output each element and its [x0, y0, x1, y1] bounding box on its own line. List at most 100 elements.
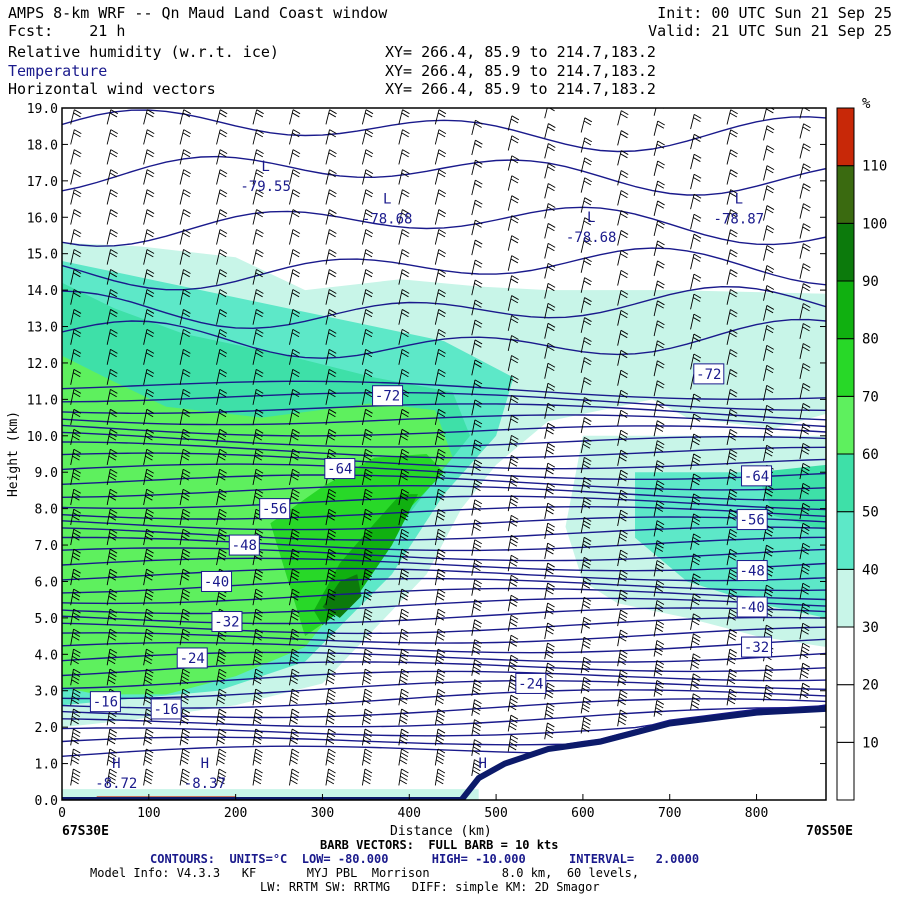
wind-barb-flag	[619, 496, 627, 502]
wind-barb-flag	[693, 173, 702, 179]
wind-barb	[580, 497, 585, 514]
wind-barb-flag	[581, 727, 590, 733]
colorbar-box	[836, 684, 855, 743]
wind-barb-flag	[399, 699, 408, 705]
temp-contour	[62, 547, 826, 562]
wind-barb-flag	[693, 533, 701, 539]
wind-barb-flag	[109, 628, 118, 634]
wind-barb	[799, 383, 804, 400]
wind-barb	[507, 215, 513, 231]
wind-barb	[106, 349, 111, 365]
wind-barb-flag	[291, 192, 300, 198]
wind-barb	[690, 453, 695, 470]
wind-barb-flag	[547, 146, 555, 152]
wind-barb-flag	[473, 602, 482, 608]
wind-barb-flag	[328, 768, 336, 774]
wind-barb-flag	[510, 698, 518, 704]
wind-barb-flag	[145, 332, 154, 338]
wind-barb-flag	[803, 263, 811, 268]
wind-barb	[799, 423, 804, 440]
wind-barb-flag	[292, 528, 300, 534]
wind-barb-flag	[401, 568, 410, 574]
wind-barb-flag	[583, 140, 592, 146]
wind-barb-flag	[547, 442, 556, 448]
wind-barb-flag	[328, 232, 336, 238]
wind-barb-flag	[692, 500, 700, 506]
wind-barb-flag	[802, 266, 810, 272]
contour-label: -24	[515, 672, 547, 694]
wind-barb-flag	[583, 636, 592, 642]
wind-barb-flag	[547, 662, 555, 668]
wind-barb-flag	[508, 705, 517, 711]
wind-barb-flag	[656, 143, 665, 149]
wind-barb	[471, 439, 476, 456]
wind-barb	[544, 443, 549, 459]
wind-barb-flag	[110, 169, 118, 175]
wind-barb	[252, 589, 257, 606]
wind-barb	[252, 269, 257, 285]
wind-barb	[690, 693, 694, 711]
wind-barb-flag	[327, 495, 335, 501]
wind-barb-flag	[546, 566, 555, 571]
wind-barb-flag	[181, 772, 190, 778]
wind-barb-flag	[474, 299, 483, 305]
wind-barb	[143, 169, 148, 185]
wind-barb-flag	[401, 312, 409, 318]
wind-barb-flag	[511, 195, 519, 201]
wind-barb-flag	[729, 152, 738, 158]
x-tick-label: 400	[398, 806, 421, 821]
temp-contour	[62, 506, 826, 520]
wind-barb-flag	[766, 584, 774, 590]
wind-barb-flag	[218, 748, 227, 754]
wind-barb-flag	[327, 695, 335, 701]
wind-barb-flag	[72, 712, 81, 718]
wind-barb	[617, 709, 621, 727]
wind-barb-flag	[401, 432, 409, 438]
wind-barb-flag	[328, 512, 336, 518]
wind-barb-flag	[253, 719, 262, 725]
wind-barb-flag	[438, 229, 447, 234]
wind-barb-flag	[144, 659, 152, 665]
wind-barb-flag	[290, 679, 298, 685]
wind-barb-flag	[219, 668, 227, 674]
wind-barb-flag	[473, 446, 481, 452]
wind-barb-flag	[219, 329, 228, 334]
wind-barb-flag	[437, 752, 445, 758]
wind-barb	[763, 225, 768, 241]
wind-barb	[398, 529, 403, 546]
wind-barb-flag	[619, 453, 628, 459]
wind-barb	[143, 409, 148, 425]
wind-barb	[325, 169, 330, 185]
wind-barb	[106, 209, 112, 225]
wind-barb-flag	[291, 768, 300, 774]
wind-barb-flag	[693, 553, 701, 559]
wind-barb	[70, 589, 75, 606]
wind-barb-flag	[364, 512, 372, 518]
wind-barb	[763, 365, 768, 381]
wind-barb-flag	[145, 552, 154, 558]
wind-barb-flag	[437, 332, 446, 338]
wind-barb	[726, 229, 731, 245]
wind-barb	[580, 557, 585, 574]
wind-barb-flag	[619, 473, 628, 479]
wind-barb	[361, 708, 366, 726]
wind-barb-flag	[583, 700, 591, 706]
wind-barb	[690, 114, 695, 130]
wind-barb-flag	[473, 466, 481, 472]
y-tick-label: 5.0	[35, 612, 58, 627]
wind-barb-flag	[620, 609, 628, 615]
wind-barb-flag	[510, 694, 519, 700]
wind-barb-flag	[291, 432, 300, 438]
wind-barb-flag	[620, 669, 628, 675]
wind-barb-flag	[547, 266, 555, 272]
wind-barb-flag	[509, 741, 517, 747]
wind-barb-flag	[145, 692, 153, 698]
wind-barb-flag	[619, 393, 628, 399]
wind-barb	[325, 229, 330, 245]
wind-barb-flag	[364, 592, 372, 598]
wind-barb-flag	[546, 589, 554, 595]
wind-barb	[434, 229, 440, 245]
wind-barb-flag	[656, 323, 664, 329]
wind-barb-flag	[71, 755, 80, 761]
wind-barb	[216, 389, 221, 405]
